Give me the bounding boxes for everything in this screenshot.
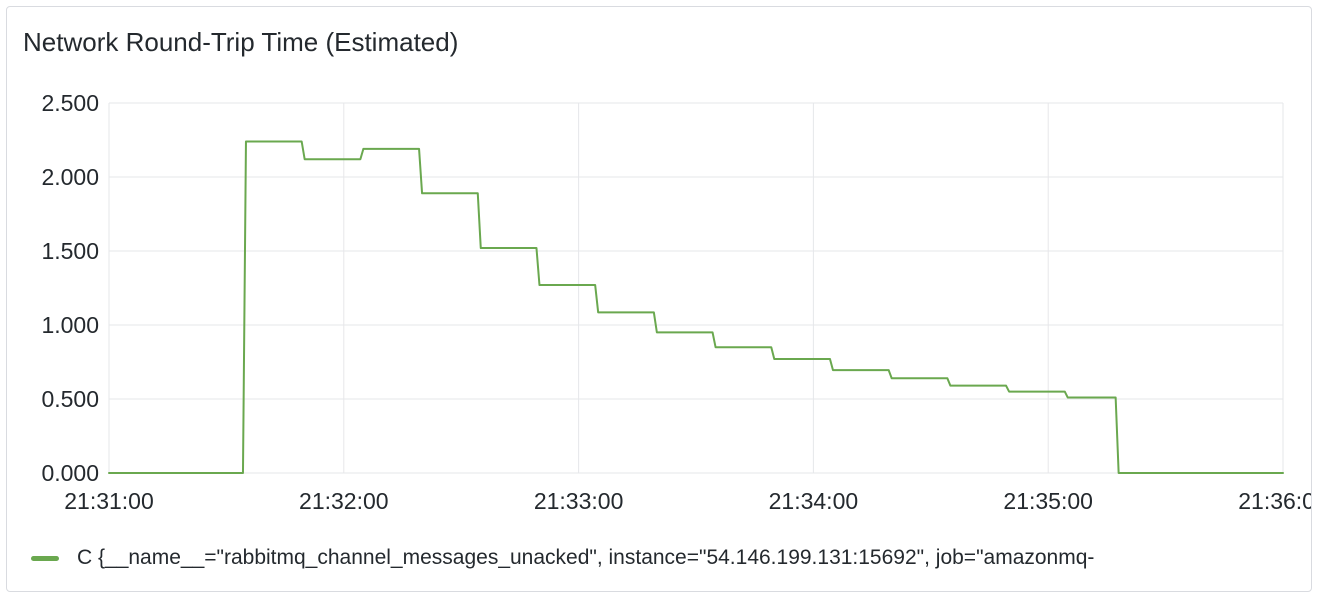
x-axis: 21:31:00 21:32:00 21:33:00 21:34:00 21:35:00… [64, 488, 1312, 514]
y-tick-label: 0.500 [41, 386, 99, 412]
x-tick-label: 21:35:00 [1003, 488, 1093, 514]
y-axis: 0.000 0.500 1.000 1.500 2.000 2.500 [41, 90, 99, 486]
legend-swatch [31, 555, 59, 561]
y-tick-label: 0.000 [41, 460, 99, 486]
y-tick-label: 2.000 [41, 164, 99, 190]
panel-title: Network Round-Trip Time (Estimated) [23, 27, 459, 57]
y-tick-label: 1.500 [41, 238, 99, 264]
legend[interactable]: C {__name__="rabbitmq_channel_messages_u… [31, 543, 1307, 573]
series-layer [108, 140, 1284, 474]
x-tick-label: 21:33:00 [534, 488, 624, 514]
x-tick-label: 21:32:00 [299, 488, 389, 514]
y-tick-label: 1.000 [41, 312, 99, 338]
x-tick-label: 21:36:00 [1238, 488, 1312, 514]
grid [108, 102, 1284, 474]
legend-series-label[interactable]: C {__name__="rabbitmq_channel_messages_u… [77, 546, 1095, 569]
x-tick-label: 21:31:00 [64, 488, 154, 514]
series-line-0 [108, 140, 1284, 474]
chart-panel: Network Round-Trip Time (Estimated) 0.00… [6, 6, 1312, 592]
x-tick-label: 21:34:00 [769, 488, 859, 514]
y-tick-label: 2.500 [41, 90, 99, 116]
